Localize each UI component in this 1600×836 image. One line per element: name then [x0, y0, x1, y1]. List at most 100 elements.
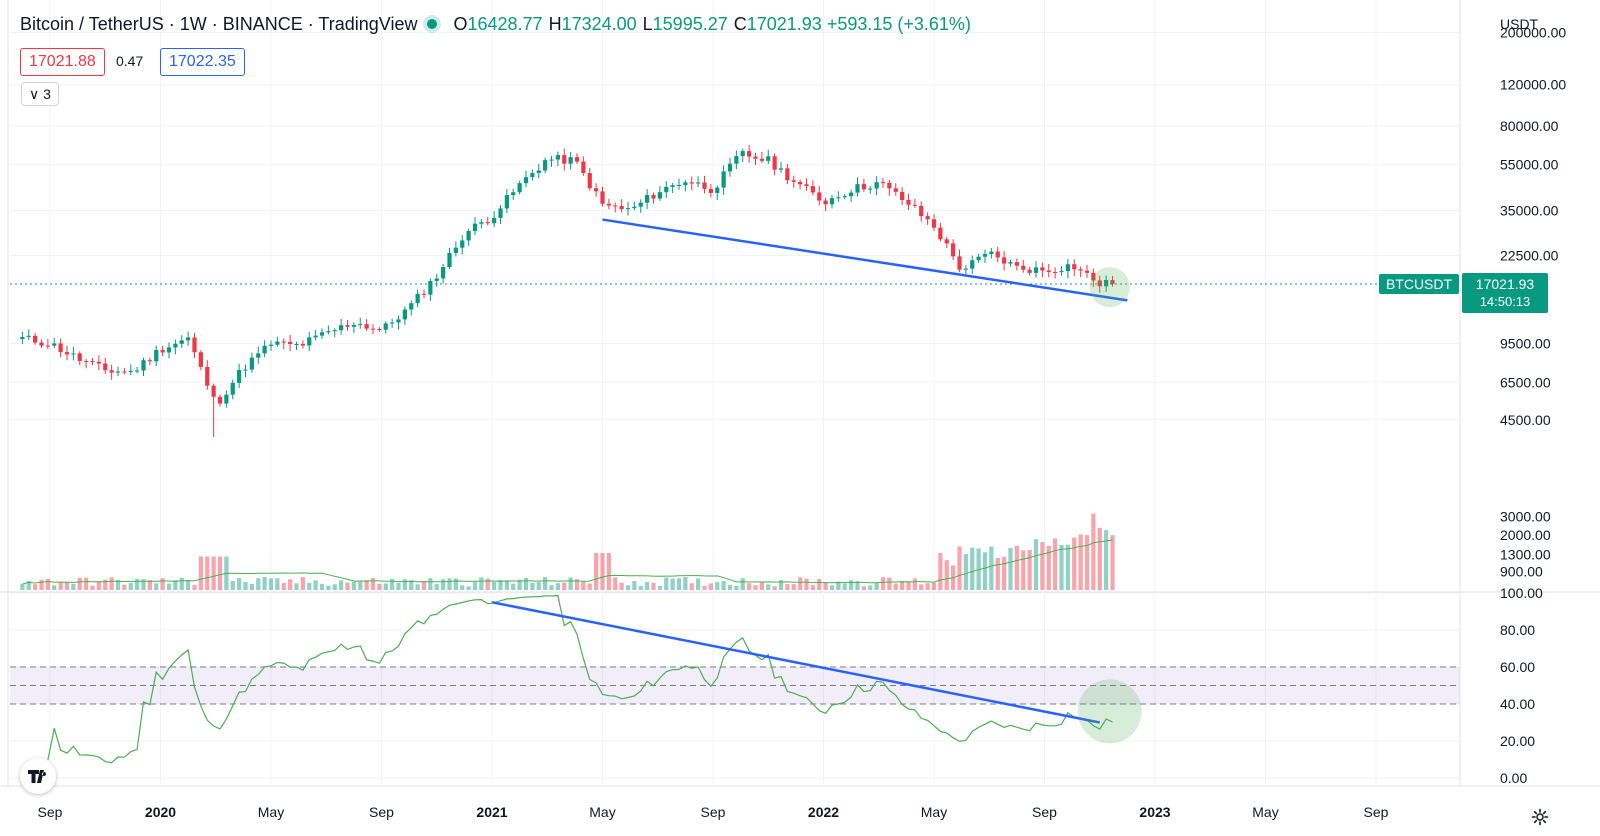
low-label: L [642, 14, 653, 34]
candle-body [1053, 272, 1058, 274]
candle-body [689, 182, 694, 184]
volume-bar [1065, 544, 1070, 590]
volume-bar [332, 584, 337, 590]
open-value: 16428.77 [467, 14, 543, 34]
candle-body [1014, 262, 1019, 266]
volume-bar [1014, 545, 1019, 590]
volume-bar [944, 560, 949, 590]
price-tick-label: 22500.00 [1500, 248, 1559, 264]
volume-tick-label: 900.00 [1500, 564, 1543, 580]
gear-icon[interactable] [1531, 808, 1549, 826]
volume-bar [33, 584, 38, 590]
time-axis-label: Sep [701, 804, 726, 820]
volume-bar [1110, 535, 1115, 590]
candle-body [339, 325, 344, 331]
candle-body [33, 335, 38, 343]
volume-bar [861, 586, 866, 590]
candle-body [1046, 270, 1051, 273]
volume-bar [243, 581, 248, 590]
candle-body [702, 182, 707, 189]
volume-bar [141, 579, 146, 590]
volume-bar [982, 552, 988, 590]
volume-bar [498, 579, 503, 590]
candle-body [625, 208, 631, 210]
price-tag-countdown: 14:50:13 [1480, 294, 1531, 309]
volume-bar [122, 584, 127, 590]
volume-bar [479, 577, 484, 590]
tradingview-logo-icon[interactable] [20, 758, 56, 794]
volume-ma-line [22, 539, 1113, 585]
volume-bar [989, 546, 994, 590]
candle-body [64, 352, 70, 355]
candle-body [217, 396, 223, 404]
volume-bar [842, 583, 847, 590]
candle-body [829, 198, 835, 205]
volume-bar [715, 582, 720, 590]
candle-body [498, 208, 503, 218]
candle-body [268, 344, 274, 346]
candle-body [205, 366, 210, 386]
candle-body [708, 188, 713, 193]
price-scale-currency: USDT [1500, 16, 1539, 32]
volume-bar [753, 585, 758, 590]
volume-bar [128, 582, 133, 590]
candle-body [96, 361, 101, 364]
candle-body [587, 173, 592, 189]
volume-bar [581, 581, 586, 590]
volume-bar [874, 583, 879, 590]
volume-bar [319, 583, 325, 590]
candle-body [345, 325, 350, 327]
candle-body [20, 336, 25, 339]
volume-bar [179, 577, 184, 590]
candle-body [383, 323, 388, 330]
volume-bar [434, 584, 439, 590]
volume-bar [173, 580, 178, 590]
volume-bar [880, 577, 886, 590]
sell-price-button[interactable]: 17021.88 [20, 48, 105, 76]
rsi-tick-label: 40.00 [1500, 696, 1535, 712]
volume-tick-label: 1300.00 [1500, 547, 1551, 563]
trendlines[interactable] [491, 218, 1142, 744]
volume-bar [281, 582, 286, 590]
volume-bar [147, 580, 152, 590]
volume-bar [351, 581, 356, 590]
price-tick-label: 35000.00 [1500, 202, 1559, 218]
candle-body [472, 223, 478, 231]
rsi-tick-label: 60.00 [1500, 659, 1535, 675]
high-value: 17324.00 [561, 14, 637, 34]
volume-bar [562, 582, 567, 590]
buy-price-button[interactable]: 17022.35 [160, 48, 245, 76]
volume-bar [1072, 537, 1077, 590]
candle-body [1027, 269, 1032, 273]
symbol-legend[interactable]: Bitcoin / TetherUS · 1W · BINANCE · Trad… [20, 14, 971, 35]
rsi-tick-label: 0.00 [1500, 770, 1527, 786]
candle-body [1059, 271, 1064, 273]
volume-bar [868, 585, 873, 590]
volume-bar [504, 580, 509, 590]
candle-body [912, 204, 917, 206]
volume-bar [160, 578, 165, 590]
volume-bar [651, 582, 656, 590]
candle-body [358, 324, 363, 326]
candle-body [84, 360, 89, 362]
candle-body [1065, 264, 1070, 272]
price-tag-bg [1462, 273, 1548, 313]
candle-body [696, 182, 701, 184]
volume-bar [377, 583, 382, 590]
volume-bar [912, 578, 917, 590]
volume-bar [798, 577, 803, 590]
candles [10, 145, 1460, 438]
volume-bar [766, 584, 771, 590]
candle-body [606, 203, 611, 206]
volume-ma-polyline [22, 539, 1113, 585]
candle-body [115, 371, 121, 373]
candle-body [645, 195, 650, 203]
candle-body [147, 360, 152, 362]
collapse-indicators-button[interactable]: ∨ 3 [21, 82, 59, 106]
symbol-title[interactable]: Bitcoin / TetherUS · 1W · BINANCE · Trad… [20, 14, 418, 34]
candle-body [957, 256, 962, 270]
volume-bar [447, 578, 452, 590]
